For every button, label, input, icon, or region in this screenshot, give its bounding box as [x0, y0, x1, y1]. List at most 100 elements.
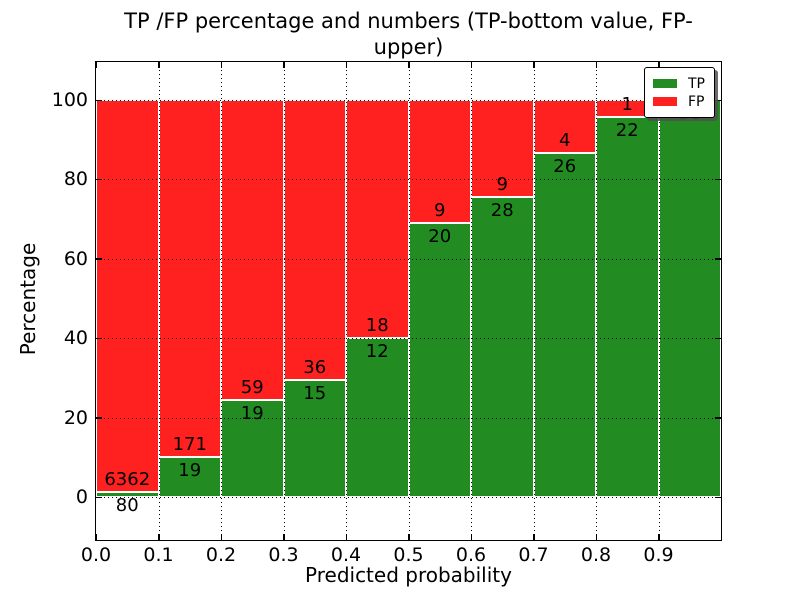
bar-count-label-tp: 22 — [615, 120, 639, 142]
fp-bar-segment — [158, 100, 221, 458]
bar-count-label-fp: 9 — [434, 200, 446, 222]
fp-bar-segment — [283, 100, 346, 381]
fp-bar-segment — [346, 100, 409, 339]
y-tick-label: 60 — [63, 247, 88, 270]
x-tick-mark — [595, 534, 597, 540]
y-tick-mark — [96, 99, 102, 101]
tp-bar-segment — [658, 100, 721, 497]
x-tick-label: 0.0 — [80, 544, 112, 566]
tp-bar-segment — [158, 457, 221, 497]
bar-count-label-tp: 12 — [365, 341, 389, 363]
bar-count-label-fp: 1 — [621, 94, 633, 116]
v-gridline — [408, 62, 410, 540]
plot-area: 63628017119591936151812920928426122058 — [95, 61, 722, 541]
x-tick-mark — [95, 534, 97, 540]
x-tick-mark — [158, 534, 160, 540]
bar-count-label-fp: 6362 — [104, 469, 151, 491]
x-tick-label: 0.7 — [518, 544, 549, 566]
x-tick-label: 0.3 — [268, 544, 299, 566]
bar-count-label-tp: 20 — [428, 226, 452, 248]
x-tick-mark — [658, 534, 660, 540]
bar-count-label-fp: 4 — [559, 129, 571, 151]
legend: TP FP — [644, 67, 715, 118]
v-gridline — [658, 62, 660, 540]
x-tick-label: 0.2 — [205, 544, 237, 566]
x-tick-mark — [408, 62, 410, 68]
y-tick-mark — [96, 258, 102, 260]
bar-count-label-tp: 28 — [490, 199, 514, 221]
bar-count-label-fp: 9 — [496, 173, 508, 195]
x-tick-mark — [595, 62, 597, 68]
y-tick-mark — [96, 178, 102, 181]
x-tick-mark — [408, 534, 410, 540]
x-axis-label: Predicted probability — [305, 563, 512, 587]
y-tick-mark — [96, 496, 102, 498]
x-tick-label: 0.6 — [455, 544, 487, 566]
y-tick-mark — [715, 337, 721, 340]
y-tick-label: 20 — [63, 406, 88, 429]
y-tick-mark — [715, 496, 721, 498]
x-tick-mark — [220, 62, 222, 68]
tp-bar-segment — [221, 400, 284, 497]
bar-count-label-fp: 59 — [240, 377, 264, 399]
tp-bar-segment — [533, 152, 596, 497]
x-tick-mark — [470, 534, 472, 540]
y-tick-mark — [715, 178, 721, 181]
bar-count-label-fp: 18 — [365, 315, 389, 337]
x-tick-mark — [283, 62, 285, 68]
x-tick-mark — [533, 62, 535, 68]
v-gridline — [346, 62, 347, 540]
bar-count-label-tp: 19 — [240, 403, 264, 425]
v-gridline — [596, 62, 597, 540]
bar-count-label-tp: 15 — [303, 383, 327, 405]
fp-bar-segment — [221, 100, 284, 401]
tp-bar-segment — [408, 223, 471, 497]
tp-bar-segment — [471, 196, 534, 497]
x-tick-label: 0.1 — [143, 544, 174, 566]
v-gridline — [158, 62, 160, 540]
x-tick-label: 0.8 — [580, 544, 612, 566]
x-tick-mark — [470, 62, 472, 68]
x-tick-mark — [345, 534, 347, 540]
x-tick-label: 0.4 — [330, 544, 362, 566]
x-tick-mark — [158, 62, 160, 68]
v-gridline — [533, 62, 535, 540]
bar-count-label-tp: 26 — [553, 155, 577, 177]
bar-count-label-fp: 171 — [172, 434, 207, 456]
legend-item-tp: TP — [653, 75, 705, 92]
y-tick-mark — [715, 417, 721, 419]
x-tick-mark — [220, 534, 222, 540]
x-tick-label: 0.5 — [393, 544, 424, 566]
y-tick-label: 100 — [51, 89, 88, 111]
y-tick-label: 0 — [75, 486, 88, 508]
y-tick-label: 40 — [63, 327, 88, 350]
x-tick-mark — [658, 62, 660, 68]
y-tick-mark — [96, 337, 102, 340]
y-tick-mark — [96, 417, 102, 419]
bar-count-label-fp: 36 — [303, 357, 327, 379]
y-tick-mark — [715, 258, 721, 260]
bar-count-label-tp: 19 — [178, 460, 202, 482]
v-gridline — [471, 62, 472, 540]
x-tick-mark — [345, 62, 347, 68]
x-tick-mark — [283, 534, 285, 540]
x-tick-label: 0.9 — [643, 544, 674, 566]
tp-legend-label: TP — [688, 75, 705, 92]
fp-bar-segment — [96, 100, 159, 493]
v-gridline — [283, 62, 285, 540]
y-tick-label: 80 — [63, 168, 88, 191]
tp-bar-segment — [346, 338, 409, 497]
x-tick-mark — [95, 62, 97, 68]
y-tick-mark — [715, 99, 721, 101]
v-gridline — [221, 62, 222, 540]
chart-title-line1: TP /FP percentage and numbers (TP-bottom… — [124, 9, 693, 59]
legend-item-fp: FP — [653, 93, 705, 110]
tp-legend-swatch — [653, 79, 677, 88]
fp-legend-swatch — [653, 97, 677, 106]
bar-count-label-tp: 80 — [115, 495, 139, 517]
tp-bar-segment — [96, 492, 159, 497]
x-tick-mark — [533, 534, 535, 540]
fp-legend-label: FP — [688, 93, 705, 110]
tp-bar-segment — [283, 380, 346, 497]
